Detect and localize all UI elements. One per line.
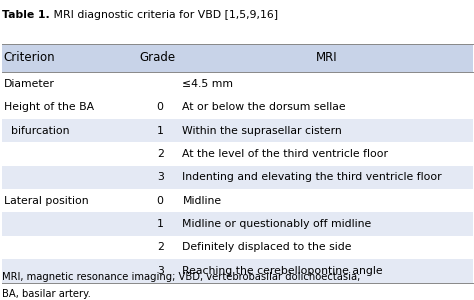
Text: BA, basilar artery.: BA, basilar artery.: [2, 289, 91, 298]
Bar: [2, 212, 473, 236]
Text: Criterion: Criterion: [4, 51, 55, 64]
Text: 1: 1: [157, 219, 164, 229]
Text: At the level of the third ventricle floor: At the level of the third ventricle floo…: [182, 149, 389, 159]
Bar: [2, 95, 473, 119]
Bar: [2, 119, 473, 142]
Text: 0: 0: [157, 196, 164, 206]
Text: MRI, magnetic resonance imaging; VBD, vertebrobasilar dolichoectasia;: MRI, magnetic resonance imaging; VBD, ve…: [2, 272, 361, 282]
Text: Indenting and elevating the third ventricle floor: Indenting and elevating the third ventri…: [182, 172, 442, 182]
Bar: [2, 44, 473, 72]
Bar: [2, 259, 473, 283]
Text: 0: 0: [157, 102, 164, 112]
Bar: [2, 189, 473, 212]
Bar: [2, 236, 473, 259]
Text: Midline: Midline: [182, 196, 222, 206]
Text: 1: 1: [157, 125, 164, 136]
Text: 3: 3: [157, 172, 164, 182]
Bar: [2, 72, 473, 95]
Text: Lateral position: Lateral position: [4, 196, 89, 206]
Text: ≤4.5 mm: ≤4.5 mm: [182, 79, 234, 89]
Text: Within the suprasellar cistern: Within the suprasellar cistern: [182, 125, 342, 136]
Text: Definitely displaced to the side: Definitely displaced to the side: [182, 242, 352, 253]
Text: MRI diagnostic criteria for VBD [1,5,9,16]: MRI diagnostic criteria for VBD [1,5,9,1…: [50, 11, 278, 20]
Text: Table 1.: Table 1.: [2, 11, 50, 20]
Bar: [2, 166, 473, 189]
Text: 2: 2: [157, 242, 164, 253]
Text: Height of the BA: Height of the BA: [4, 102, 94, 112]
Text: bifurcation: bifurcation: [4, 125, 69, 136]
Text: Diameter: Diameter: [4, 79, 55, 89]
Text: Midline or questionably off midline: Midline or questionably off midline: [182, 219, 372, 229]
Text: Reaching the cerebellopontine angle: Reaching the cerebellopontine angle: [182, 266, 383, 276]
Text: MRI: MRI: [316, 51, 338, 64]
Text: 3: 3: [157, 266, 164, 276]
Bar: [2, 142, 473, 166]
Text: 2: 2: [157, 149, 164, 159]
Text: Grade: Grade: [140, 51, 176, 64]
Text: At or below the dorsum sellae: At or below the dorsum sellae: [182, 102, 346, 112]
